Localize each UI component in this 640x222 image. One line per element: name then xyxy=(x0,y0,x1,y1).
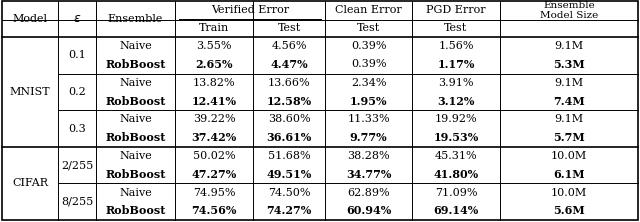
Text: 51.68%: 51.68% xyxy=(268,151,310,161)
Text: Naive: Naive xyxy=(119,78,152,88)
Text: Naive: Naive xyxy=(119,188,152,198)
Text: 50.02%: 50.02% xyxy=(193,151,236,161)
Text: 12.41%: 12.41% xyxy=(191,95,237,107)
Text: 8/255: 8/255 xyxy=(61,197,93,207)
Text: 10.0M: 10.0M xyxy=(551,188,587,198)
Text: 0.1: 0.1 xyxy=(68,50,86,60)
Text: 74.50%: 74.50% xyxy=(268,188,310,198)
Text: 19.53%: 19.53% xyxy=(433,132,479,143)
Text: 38.60%: 38.60% xyxy=(268,114,310,124)
Text: 1.56%: 1.56% xyxy=(438,41,474,51)
Text: Naive: Naive xyxy=(119,151,152,161)
Text: Naive: Naive xyxy=(119,114,152,124)
Text: RobBoost: RobBoost xyxy=(106,205,166,216)
Text: 0.2: 0.2 xyxy=(68,87,86,97)
Text: Ensemble
Model Size: Ensemble Model Size xyxy=(540,1,598,20)
Text: 10.0M: 10.0M xyxy=(551,151,587,161)
Text: MNIST: MNIST xyxy=(10,87,51,97)
Text: 3.55%: 3.55% xyxy=(196,41,232,51)
Text: 39.22%: 39.22% xyxy=(193,114,236,124)
Text: RobBoost: RobBoost xyxy=(106,95,166,107)
Text: PGD Error: PGD Error xyxy=(426,6,486,16)
Text: 0.39%: 0.39% xyxy=(351,59,387,69)
Text: 0.39%: 0.39% xyxy=(351,41,387,51)
Text: 60.94%: 60.94% xyxy=(346,205,391,216)
Text: Clean Error: Clean Error xyxy=(335,6,402,16)
Text: 7.4M: 7.4M xyxy=(553,95,585,107)
Text: 5.7M: 5.7M xyxy=(553,132,585,143)
Text: Naive: Naive xyxy=(119,41,152,51)
Text: Model: Model xyxy=(13,14,47,24)
Text: $\epsilon$: $\epsilon$ xyxy=(73,12,81,26)
Text: 38.28%: 38.28% xyxy=(347,151,390,161)
Text: 36.61%: 36.61% xyxy=(266,132,312,143)
Text: 1.95%: 1.95% xyxy=(349,95,387,107)
Text: RobBoost: RobBoost xyxy=(106,132,166,143)
Text: 6.1M: 6.1M xyxy=(553,169,585,180)
Text: 4.56%: 4.56% xyxy=(271,41,307,51)
Text: 2/255: 2/255 xyxy=(61,160,93,170)
Text: 9.1M: 9.1M xyxy=(554,78,584,88)
Text: Test: Test xyxy=(444,24,468,34)
Text: 34.77%: 34.77% xyxy=(346,169,391,180)
Text: Verified Error: Verified Error xyxy=(211,6,289,16)
Text: 5.3M: 5.3M xyxy=(553,59,585,70)
Text: 9.1M: 9.1M xyxy=(554,114,584,124)
Text: RobBoost: RobBoost xyxy=(106,169,166,180)
Text: 9.77%: 9.77% xyxy=(349,132,387,143)
Text: 5.6M: 5.6M xyxy=(553,205,585,216)
Text: 9.1M: 9.1M xyxy=(554,41,584,51)
Text: 74.27%: 74.27% xyxy=(266,205,312,216)
Text: 0.3: 0.3 xyxy=(68,123,86,133)
Text: CIFAR: CIFAR xyxy=(12,178,48,188)
Text: 49.51%: 49.51% xyxy=(266,169,312,180)
Text: 71.09%: 71.09% xyxy=(435,188,477,198)
Text: 12.58%: 12.58% xyxy=(266,95,312,107)
Text: RobBoost: RobBoost xyxy=(106,59,166,70)
Text: 2.34%: 2.34% xyxy=(351,78,387,88)
Text: 47.27%: 47.27% xyxy=(191,169,237,180)
Text: Test: Test xyxy=(357,24,380,34)
Text: 4.47%: 4.47% xyxy=(270,59,308,70)
Text: Ensemble: Ensemble xyxy=(108,14,163,24)
Text: 37.42%: 37.42% xyxy=(191,132,237,143)
Text: 62.89%: 62.89% xyxy=(347,188,390,198)
Text: 19.92%: 19.92% xyxy=(435,114,477,124)
Text: Train: Train xyxy=(199,24,229,34)
Text: 69.14%: 69.14% xyxy=(433,205,479,216)
Text: 2.65%: 2.65% xyxy=(195,59,233,70)
Text: 13.66%: 13.66% xyxy=(268,78,310,88)
Text: 74.56%: 74.56% xyxy=(191,205,237,216)
Text: 3.91%: 3.91% xyxy=(438,78,474,88)
Text: 41.80%: 41.80% xyxy=(433,169,479,180)
Text: 1.17%: 1.17% xyxy=(437,59,475,70)
Text: 45.31%: 45.31% xyxy=(435,151,477,161)
Text: 74.95%: 74.95% xyxy=(193,188,236,198)
Text: 13.82%: 13.82% xyxy=(193,78,236,88)
Text: 11.33%: 11.33% xyxy=(347,114,390,124)
Text: Test: Test xyxy=(277,24,301,34)
Text: 3.12%: 3.12% xyxy=(437,95,475,107)
